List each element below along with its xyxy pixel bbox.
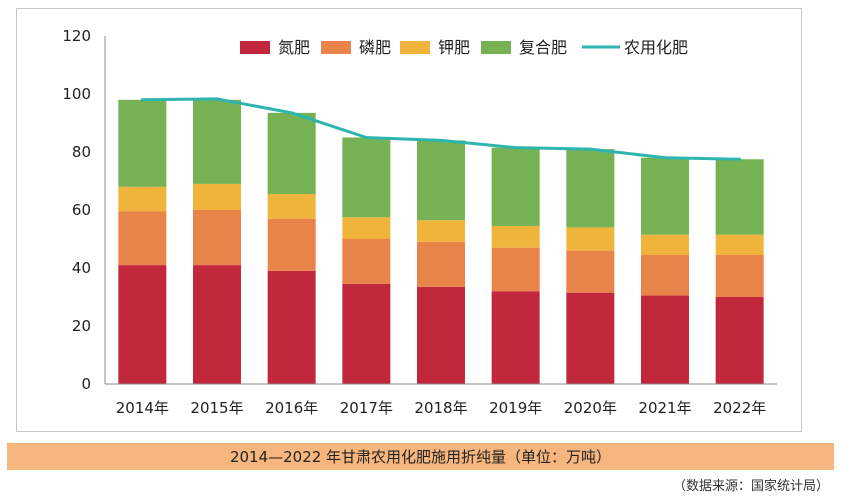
line-point <box>364 136 368 139</box>
bar-segment <box>491 247 540 292</box>
x-tick-label: 2015年 <box>190 399 243 417</box>
caption-bar: 2014—2022 年甘肃农用化肥施用折纯量（单位：万吨） <box>7 443 834 470</box>
line-point <box>439 138 443 142</box>
bar-segment <box>118 211 167 266</box>
legend-label: 农用化肥 <box>624 38 688 57</box>
bar-segment <box>118 99 167 187</box>
bar-segment <box>715 234 764 255</box>
y-tick-label: 120 <box>62 27 91 45</box>
bar-segment <box>417 220 465 242</box>
y-tick-label: 0 <box>81 375 91 393</box>
x-tick-label: 2021年 <box>638 399 691 417</box>
chart-frame: 0 20 40 60 80 100 120 2014年 2015年 2016年 2017年 2018… <box>16 8 802 432</box>
bar-segment <box>342 239 391 284</box>
bar-segment <box>491 147 540 226</box>
bar-segment <box>641 234 689 255</box>
bar-segment <box>342 137 391 218</box>
y-tick-label: 20 <box>72 317 91 335</box>
bar-segment <box>715 297 764 384</box>
bar-segment <box>193 183 241 210</box>
x-tick-label: 2020年 <box>564 399 617 417</box>
x-tick-label: 2019年 <box>489 399 542 417</box>
bar-segment <box>267 218 316 271</box>
chart-caption: 2014—2022 年甘肃农用化肥施用折纯量（单位：万吨） <box>229 448 612 466</box>
bar-segment <box>417 241 465 287</box>
y-tick-label: 40 <box>72 259 91 277</box>
y-tick-label: 60 <box>72 201 91 219</box>
x-tick-label: 2016年 <box>265 399 318 417</box>
line-point <box>663 156 667 160</box>
bar-segment <box>118 186 167 212</box>
bar-segment <box>566 250 615 293</box>
x-tick-label: 2022年 <box>713 399 766 417</box>
y-axis: 0 20 40 60 80 100 120 <box>62 27 106 393</box>
bar-segment <box>267 270 316 384</box>
bar-segment <box>267 112 316 195</box>
bar-segment <box>193 265 241 384</box>
line-point <box>215 97 219 101</box>
legend-swatch <box>400 41 430 54</box>
bar-segment <box>342 283 391 384</box>
bar-segment <box>193 99 241 184</box>
bar-segment <box>491 225 540 248</box>
bar-segment <box>417 286 465 384</box>
bar-segment <box>118 265 167 384</box>
bar-segment <box>193 210 241 266</box>
line-point <box>140 98 144 102</box>
x-tick-label: 2014年 <box>116 399 169 417</box>
legend: 氮肥 磷肥 钾肥 复合肥 农用化肥 <box>240 38 688 57</box>
x-axis: 2014年 2015年 2016年 2017年 2018年 2019年 2020年 2021年… <box>105 383 777 417</box>
bar-segment <box>417 140 465 221</box>
source-note: （数据来源：国家统计局） <box>672 479 829 494</box>
bar-segment <box>566 149 615 228</box>
legend-swatch <box>321 41 351 54</box>
bar-segment <box>641 254 689 296</box>
line-point <box>738 157 742 161</box>
x-tick-label: 2018年 <box>414 399 467 417</box>
bar-segment <box>641 157 689 235</box>
y-tick-label: 80 <box>72 143 91 161</box>
bar-segment <box>641 295 689 384</box>
legend-swatch <box>481 41 511 54</box>
legend-label: 复合肥 <box>519 38 567 57</box>
legend-label: 钾肥 <box>438 38 470 57</box>
bar-segment <box>715 159 764 235</box>
x-tick-label: 2017年 <box>340 399 393 417</box>
bar-segment <box>342 217 391 239</box>
legend-swatch <box>240 41 270 54</box>
bar-segment <box>491 291 540 384</box>
chart-svg: 0 20 40 60 80 100 120 2014年 2015年 2016年 2017年 2018… <box>62 27 777 417</box>
bar-segment <box>267 194 316 219</box>
line-point <box>514 146 518 150</box>
y-tick-label: 100 <box>62 85 91 103</box>
total-line <box>140 97 742 161</box>
bar-segment <box>566 292 615 384</box>
bar-segment <box>715 254 764 297</box>
legend-label: 氮肥 <box>278 38 310 57</box>
legend-label: 磷肥 <box>359 38 391 57</box>
line-point <box>588 147 592 151</box>
line-point <box>290 111 294 115</box>
bar-segment <box>566 227 615 251</box>
bars <box>118 99 764 384</box>
